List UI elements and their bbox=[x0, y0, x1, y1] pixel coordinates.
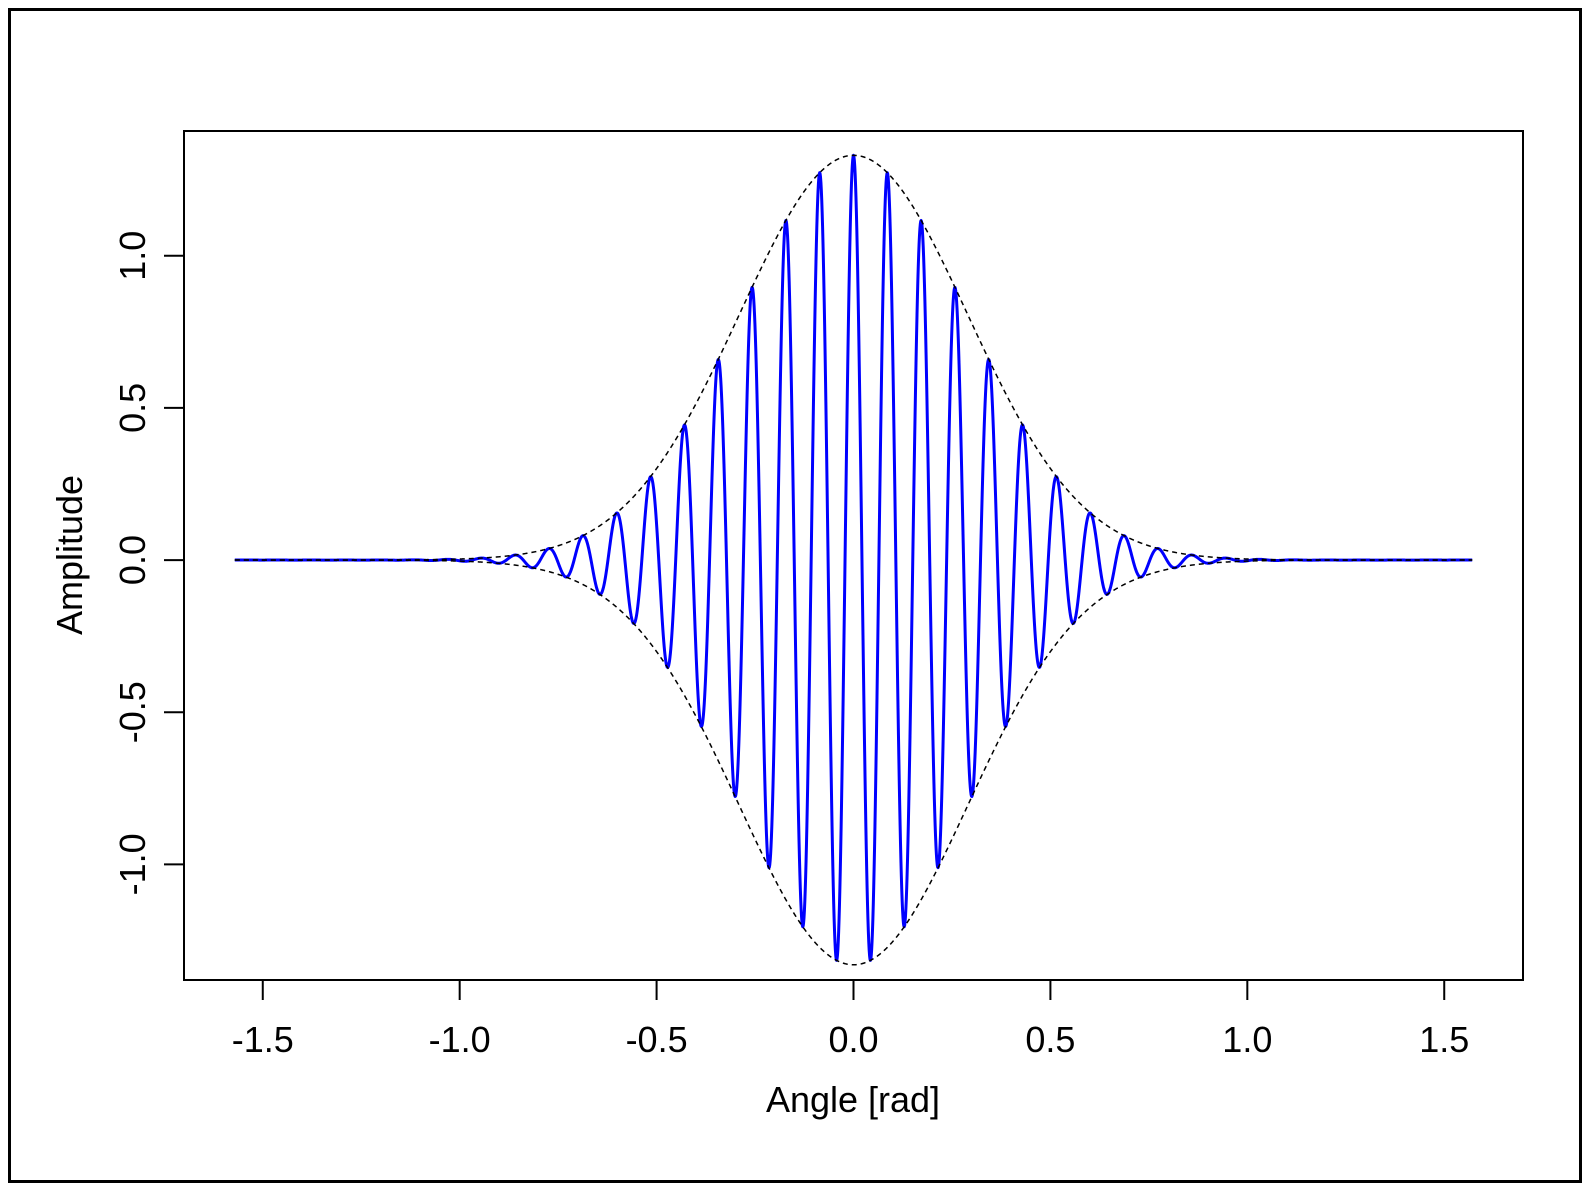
series-line-lower-envelope bbox=[234, 559, 1473, 966]
y-tick-label: -1.0 bbox=[112, 833, 153, 895]
x-axis: -1.5 -1.0 -0.5 0.0 0.5 1.0 1.5 bbox=[232, 979, 1469, 1060]
series-line-upper-envelope bbox=[234, 154, 1473, 561]
x-tick-label: -0.5 bbox=[626, 1019, 688, 1060]
x-tick-label: 1.5 bbox=[1419, 1019, 1469, 1060]
series-line-wave bbox=[233, 153, 1474, 962]
y-tick-label: 1.0 bbox=[112, 231, 153, 281]
y-axis-title: Amplitude bbox=[49, 475, 90, 635]
x-tick-label: 0.0 bbox=[828, 1019, 878, 1060]
x-axis-title: Angle [rad] bbox=[766, 1079, 940, 1120]
y-tick-label: -0.5 bbox=[112, 681, 153, 743]
y-tick-label: 0.5 bbox=[112, 383, 153, 433]
x-tick-label: -1.5 bbox=[232, 1019, 294, 1060]
plot-area-box bbox=[183, 130, 1524, 981]
x-tick-label: 1.0 bbox=[1222, 1019, 1272, 1060]
x-tick-label: 0.5 bbox=[1025, 1019, 1075, 1060]
series-layer bbox=[233, 153, 1474, 966]
y-tick-label: 0.0 bbox=[112, 535, 153, 585]
x-tick-label: -1.0 bbox=[429, 1019, 491, 1060]
y-axis: -1.0 -0.5 0.0 0.5 1.0 bbox=[112, 231, 185, 895]
